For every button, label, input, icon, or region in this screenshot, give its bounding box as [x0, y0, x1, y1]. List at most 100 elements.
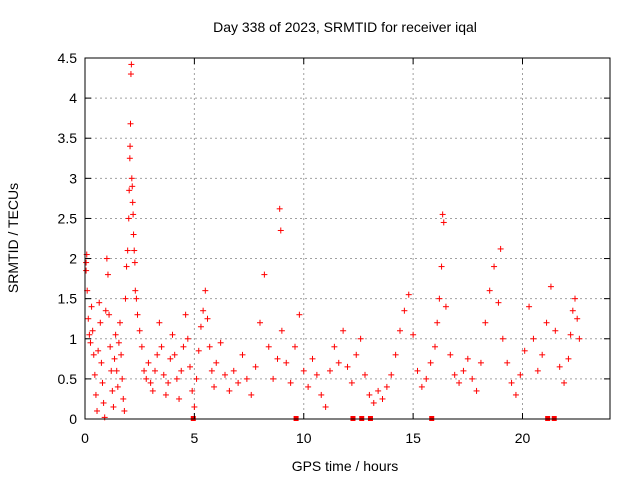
data-point	[131, 259, 138, 266]
data-point	[405, 291, 412, 298]
data-point	[94, 407, 101, 414]
data-point	[296, 311, 303, 318]
data-point	[99, 379, 106, 386]
data-point	[464, 355, 471, 362]
data-point	[217, 339, 224, 346]
data-point	[160, 371, 167, 378]
data-point	[156, 319, 163, 326]
data-point	[180, 343, 187, 350]
data-point	[83, 259, 90, 266]
data-point	[169, 331, 176, 338]
data-point	[107, 343, 114, 350]
data-point	[178, 367, 185, 374]
data-point	[173, 375, 180, 382]
data-point	[423, 375, 430, 382]
data-point	[193, 375, 200, 382]
data-point	[134, 311, 141, 318]
data-point	[126, 187, 133, 194]
data-point	[561, 379, 568, 386]
data-point	[132, 287, 139, 294]
data-point	[366, 391, 373, 398]
data-point	[278, 327, 285, 334]
data-point	[119, 375, 126, 382]
data-point	[556, 363, 563, 370]
data-point	[115, 339, 122, 346]
data-point	[149, 387, 156, 394]
data-point	[213, 359, 220, 366]
data-point	[283, 359, 290, 366]
data-point	[270, 375, 277, 382]
data-point	[141, 367, 148, 374]
data-point	[133, 295, 140, 302]
data-point	[167, 355, 174, 362]
data-point	[127, 143, 134, 150]
data-point	[187, 363, 193, 370]
data-point	[111, 355, 118, 362]
data-point	[344, 363, 351, 370]
data-point	[85, 315, 92, 322]
data-point	[120, 395, 127, 402]
grid-lines	[85, 58, 610, 419]
data-point	[123, 263, 130, 270]
data-point	[414, 367, 421, 374]
data-point	[436, 295, 443, 302]
x-tick-label: 10	[296, 430, 312, 446]
data-point	[388, 371, 395, 378]
y-tick-label: 1.5	[58, 291, 78, 307]
data-point	[534, 367, 541, 374]
data-point	[100, 399, 107, 406]
data-point	[318, 391, 325, 398]
data-point	[469, 375, 476, 382]
data-point	[129, 183, 136, 190]
data-point	[121, 407, 128, 414]
data-point	[504, 359, 511, 366]
x-tick-label: 15	[405, 430, 421, 446]
data-point	[383, 383, 390, 390]
data-point	[92, 391, 99, 398]
data-point	[274, 355, 281, 362]
data-point	[427, 359, 434, 366]
data-point	[572, 295, 578, 302]
data-point	[239, 351, 246, 358]
data-point	[335, 359, 342, 366]
x-tick-label: 20	[515, 430, 531, 446]
data-point	[162, 391, 169, 398]
data-points	[83, 61, 583, 421]
data-point	[126, 155, 133, 162]
data-point	[410, 331, 417, 338]
data-point	[89, 327, 96, 334]
data-point	[202, 287, 209, 294]
data-point	[129, 199, 136, 206]
data-point	[206, 343, 213, 350]
data-point	[305, 383, 312, 390]
data-point	[292, 343, 298, 350]
data-point	[222, 371, 228, 378]
data-point	[375, 387, 382, 394]
data-point	[83, 267, 90, 274]
data-point	[226, 387, 233, 394]
data-point	[127, 71, 134, 78]
x-tick-label: 5	[190, 430, 198, 446]
data-point	[130, 231, 137, 238]
data-point	[208, 367, 215, 374]
data-point	[182, 311, 189, 318]
data-point	[98, 359, 105, 366]
data-point	[104, 271, 111, 278]
data-point	[113, 367, 120, 374]
data-point	[331, 343, 338, 350]
data-point	[392, 351, 399, 358]
data-point	[497, 245, 504, 252]
data-point	[530, 335, 537, 342]
data-point	[512, 391, 519, 398]
data-point	[539, 351, 546, 358]
data-point	[567, 331, 574, 338]
data-point	[243, 375, 250, 382]
y-tick-label: 3	[69, 170, 77, 186]
data-point	[348, 379, 355, 386]
data-point	[125, 215, 132, 222]
data-point	[353, 351, 360, 358]
data-point	[265, 343, 272, 350]
y-tick-label: 4.5	[58, 50, 78, 66]
data-point	[106, 311, 113, 318]
